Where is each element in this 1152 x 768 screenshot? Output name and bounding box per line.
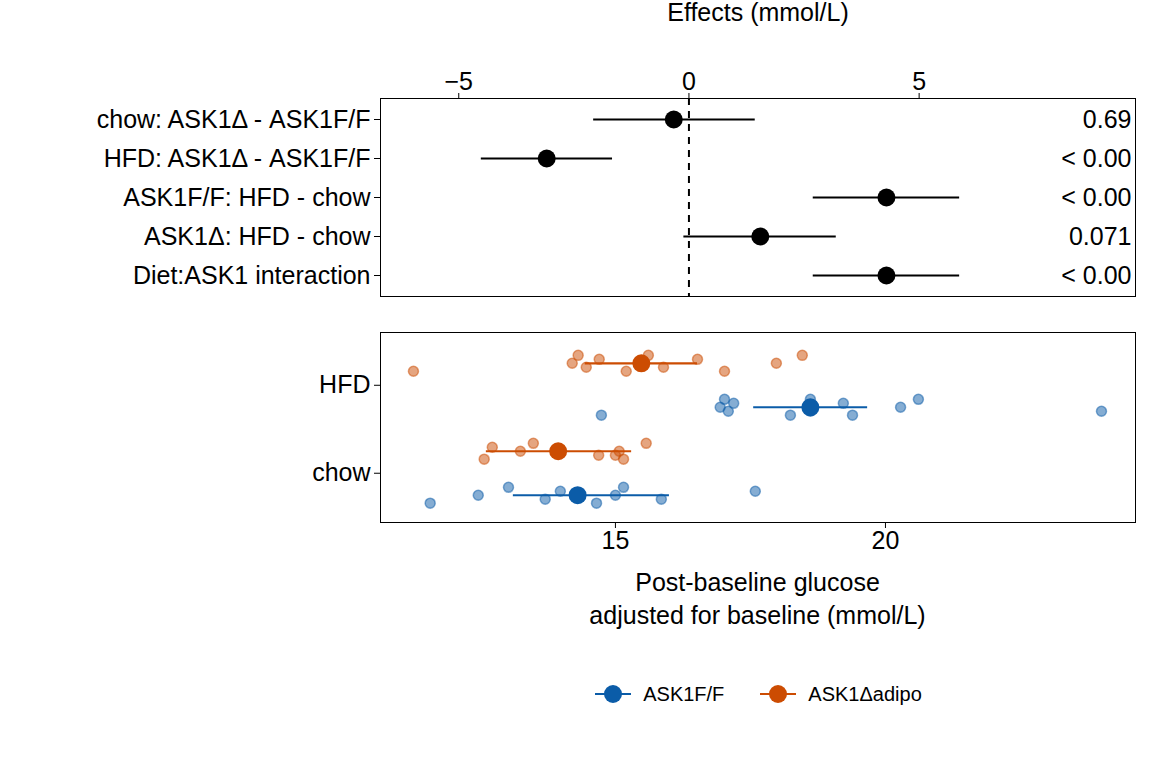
svg-text:ASK1Δ: HFD - chow: ASK1Δ: HFD - chow	[144, 222, 371, 250]
svg-text:0.69: 0.69	[1083, 105, 1132, 133]
svg-text:Effects (mmol/L): Effects (mmol/L)	[667, 0, 849, 26]
svg-text:−5: −5	[445, 67, 474, 95]
svg-text:chow: ASK1Δ - ASK1F/F: chow: ASK1Δ - ASK1F/F	[97, 105, 371, 133]
svg-text:15: 15	[602, 526, 630, 554]
svg-text:0: 0	[682, 67, 696, 95]
svg-text:Diet:ASK1 interaction: Diet:ASK1 interaction	[133, 261, 371, 289]
svg-text:< 0.00: < 0.00	[1061, 261, 1131, 289]
svg-text:chow: chow	[312, 458, 371, 486]
svg-text:0.071: 0.071	[1069, 222, 1132, 250]
html-text:Post-baseline glucose adjusted: Post-baseline glucose adjusted for basel…	[589, 568, 926, 629]
svg-text:HFD: HFD	[319, 370, 370, 398]
svg-text:5: 5	[912, 67, 926, 95]
svg-text:ASK1F/F: HFD - chow: ASK1F/F: HFD - chow	[123, 183, 371, 211]
svg-text:< 0.00: < 0.00	[1061, 183, 1131, 211]
svg-text:HFD: ASK1Δ - ASK1F/F: HFD: ASK1Δ - ASK1F/F	[104, 144, 371, 172]
html-text:ASK1F/F: ASK1F/F	[643, 682, 725, 705]
html-text:ASK1Δadipo: ASK1Δadipo	[808, 682, 922, 705]
svg-text:20: 20	[872, 526, 900, 554]
svg-text:< 0.00: < 0.00	[1061, 144, 1131, 172]
